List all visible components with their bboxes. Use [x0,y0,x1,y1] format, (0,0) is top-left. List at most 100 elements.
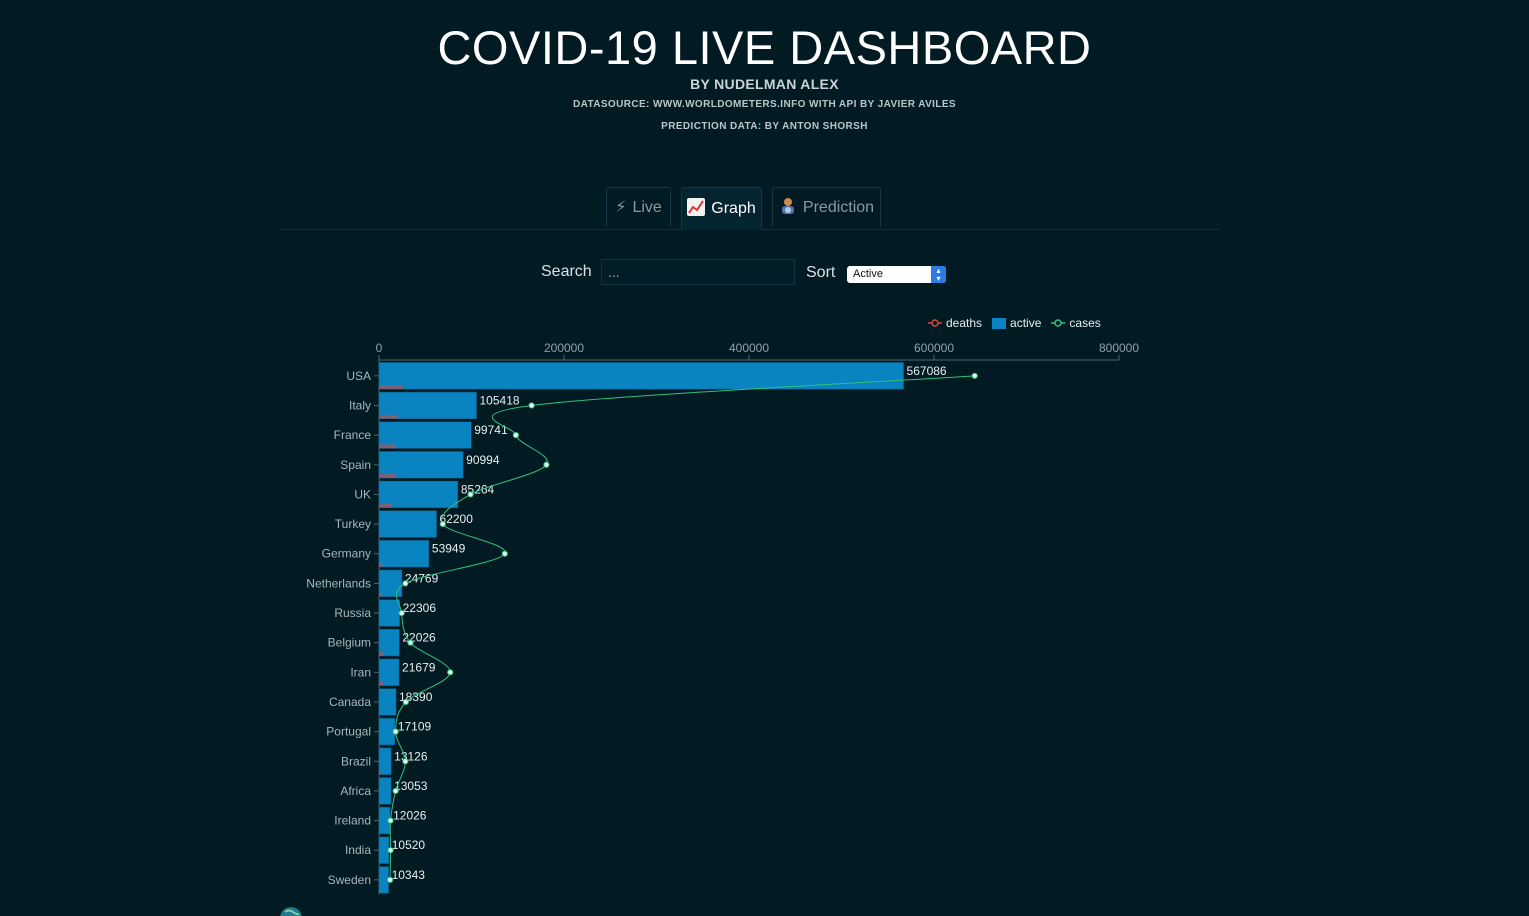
deaths-bar [379,770,381,775]
deaths-bar [379,622,380,627]
legend-item-active: active [992,316,1041,330]
active-value-label: 567086 [907,364,947,378]
sort-label: Sort [806,264,836,281]
cases-point [528,402,535,409]
globe-icon [280,907,302,916]
tab-live[interactable]: ⚡ Live [606,187,671,227]
deaths-bar [379,800,380,805]
datasource-credit: DATASOURCE: WWW.WORLDOMETERS.INFO WITH A… [572,99,957,110]
category-label: USA [346,369,371,383]
deaths-bar [379,533,381,538]
deaths-bar [379,414,398,419]
prediction-credit: PREDICTION DATA: BY ANTON SHORSH [661,121,868,132]
active-bar [378,391,477,420]
category-label: France [334,428,372,442]
active-bar [378,599,400,627]
deaths-bar [379,652,384,656]
category-label: Canada [329,695,371,709]
deaths-bar [379,829,380,834]
tab-prediction[interactable]: Prediction [772,187,881,227]
active-value-label: 85264 [461,482,495,496]
active-value-label: 62200 [440,512,474,526]
active-value-label: 13126 [394,749,428,763]
chart-icon [687,198,706,220]
active-bar [378,836,389,864]
sort-select-value: Active [853,268,883,280]
x-tick-label: 600000 [914,341,954,355]
category-label: Spain [340,458,371,472]
active-bar [378,540,430,568]
cases-point [387,876,394,883]
active-value-label: 53949 [432,542,466,556]
active-bar [378,421,472,449]
deaths-bar [379,889,381,894]
active-bar [378,747,392,775]
sort-select[interactable]: Active ▴ ▾ [847,266,946,283]
legend-label-cases: cases [1069,316,1101,330]
search-label: Search [541,263,592,280]
active-bar [378,451,464,479]
active-bar [378,777,392,805]
active-bar [378,480,459,509]
deaths-legend-icon [928,319,942,327]
cases-point [402,580,409,587]
category-label: Ireland [334,814,371,828]
x-tick-label: 200000 [544,341,584,355]
active-value-label: 90994 [466,453,500,467]
x-tick-label: 400000 [729,341,769,355]
cases-point [392,787,399,795]
active-value-label: 24769 [405,571,439,585]
cases-point [971,372,978,379]
category-label: Portugal [326,725,371,739]
deaths-bar [379,859,380,864]
legend-item-cases: cases [1051,316,1101,330]
category-label: Belgium [328,636,371,650]
cases-legend-icon [1051,319,1066,327]
category-label: Turkey [335,517,371,531]
active-legend-icon [992,318,1007,329]
cases-point [501,550,508,557]
x-tick-label: 0 [376,341,383,355]
cases-point [467,491,474,498]
tab-live-label: Live [632,198,662,216]
active-value-label: 99741 [474,423,508,437]
deaths-bar [379,711,380,716]
active-value-label: 12026 [393,809,427,823]
deaths-bar [379,563,383,568]
active-value-label: 17109 [398,720,432,734]
cases-point [387,847,394,854]
cases-point [387,817,394,824]
tab-graph-label: Graph [711,200,756,217]
deaths-bar [379,385,404,390]
active-value-label: 13053 [394,779,428,793]
x-tick-label: 800000 [1099,341,1139,355]
active-value-label: 21679 [402,660,436,674]
active-value-label: 22306 [403,601,437,615]
cases-point [512,432,520,439]
active-bar [378,688,397,716]
deaths-bar [379,592,383,597]
active-bar [378,629,400,657]
active-bar [378,362,904,390]
fortune-teller-icon [779,197,797,219]
cases-point [447,669,454,676]
deaths-bar [379,474,396,479]
cases-point [398,609,405,617]
deaths-bar [379,503,392,508]
legend-label-active: active [1010,316,1042,330]
cases-point [392,728,399,735]
cases-point [407,639,414,646]
search-input[interactable] [601,259,795,285]
category-label: Italy [349,398,371,412]
deaths-bar [379,681,384,686]
deaths-bar [379,444,396,449]
active-bar [378,510,437,538]
chevron-updown-icon: ▴ ▾ [931,266,946,283]
tab-graph[interactable]: Graph [681,187,762,230]
legend-item-deaths: deaths [928,316,982,330]
active-bar [378,569,403,597]
legend-label-deaths: deaths [946,316,983,330]
active-value-label: 10343 [392,868,426,882]
category-label: UK [354,487,371,501]
